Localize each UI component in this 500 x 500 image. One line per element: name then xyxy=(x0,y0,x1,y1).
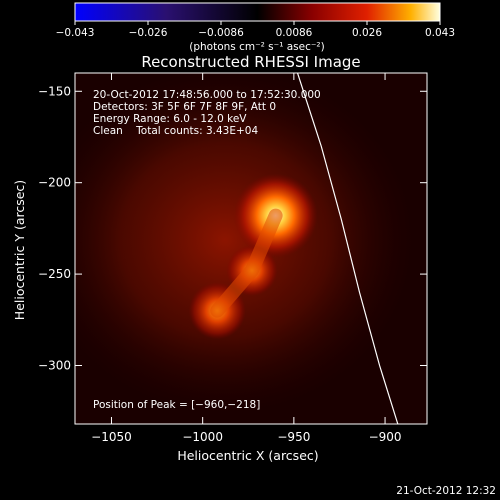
y-axis-ticks: −150 −200 −250 −300 xyxy=(38,84,427,373)
y-tick-label: −200 xyxy=(38,176,71,190)
colorbar-unit-label: (photons cm⁻² s⁻¹ asec⁻²) xyxy=(189,41,324,53)
y-tick-label: −300 xyxy=(38,359,71,373)
source-bridge xyxy=(210,208,283,318)
colorbar: −0.043 −0.026 −0.0086 0.0086 0.026 0.043 (pho… xyxy=(56,2,455,53)
source-layer xyxy=(188,173,318,340)
x-tick-label: −1050 xyxy=(91,430,132,444)
colorbar-ticks: −0.043 −0.026 −0.0086 0.0086 0.026 0.043 xyxy=(56,21,455,39)
info-peak-position: Position of Peak = [−960,−218] xyxy=(93,399,260,411)
chart-title: Reconstructed RHESSI Image xyxy=(141,53,360,71)
y-tick-label: −150 xyxy=(38,84,71,98)
y-tick-label: −250 xyxy=(38,267,71,281)
solar-limb-curve xyxy=(296,73,399,424)
colorbar-tick-label: 0.0086 xyxy=(276,27,313,39)
info-time: 20-Oct-2012 17:48:56.000 to 17:52:30.000 xyxy=(93,89,321,101)
colorbar-gradient xyxy=(74,2,441,22)
colorbar-tick-label: 0.043 xyxy=(425,27,455,39)
x-tick-label: −950 xyxy=(277,430,310,444)
x-axis-ticks: −1050 −1000 −950 −900 xyxy=(91,73,402,444)
x-axis-label: Heliocentric X (arcsec) xyxy=(177,448,318,463)
colorbar-tick-label: −0.0086 xyxy=(198,27,244,39)
footer-date: 21-Oct-2012 12:32 xyxy=(396,485,496,497)
x-tick-label: −1000 xyxy=(182,430,223,444)
colorbar-tick-label: −0.026 xyxy=(129,27,168,39)
x-tick-label: −900 xyxy=(369,430,402,444)
plot-frame xyxy=(74,72,428,425)
y-axis-label: Heliocentric Y (arcsec) xyxy=(12,180,27,320)
colorbar-tick-label: 0.026 xyxy=(352,27,382,39)
plot-area xyxy=(75,73,427,424)
info-energy: Energy Range: 6.0 - 12.0 keV xyxy=(93,113,247,125)
colorbar-tick-label: −0.043 xyxy=(56,27,95,39)
info-block: 20-Oct-2012 17:48:56.000 to 17:52:30.000… xyxy=(93,89,321,411)
info-detectors: Detectors: 3F 5F 6F 7F 8F 9F, Att 0 xyxy=(93,101,276,113)
info-clean: Clean Total counts: 3.43E+04 xyxy=(93,125,258,137)
